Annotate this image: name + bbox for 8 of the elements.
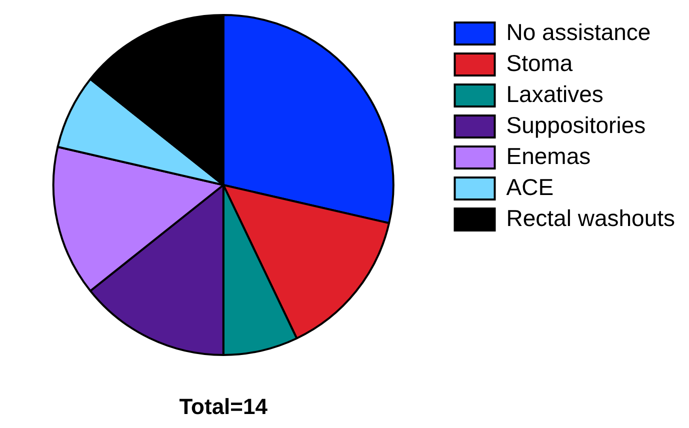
- legend-label: No assistance: [506, 18, 651, 45]
- legend-label: Suppositories: [506, 112, 646, 138]
- legend-label: Enemas: [506, 142, 591, 169]
- legend-label: Laxatives: [506, 80, 604, 107]
- legend-label: ACE: [506, 174, 554, 200]
- legend-label: Stoma: [506, 50, 573, 76]
- legend-label: Rectal washouts: [506, 204, 675, 231]
- text: Total=14: [179, 394, 268, 420]
